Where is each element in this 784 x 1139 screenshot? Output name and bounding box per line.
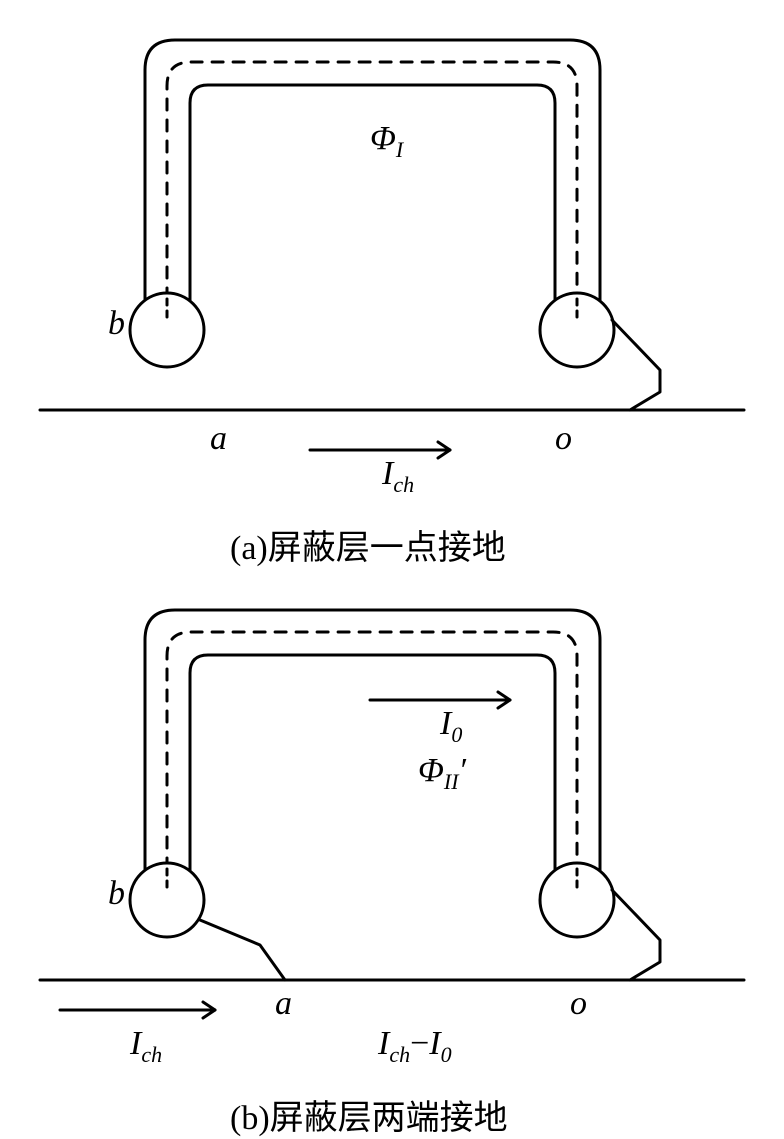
a-b-label: b bbox=[108, 305, 125, 343]
diagram-svg bbox=[0, 0, 784, 1138]
a-caption: (a)屏蔽层一点接地 bbox=[230, 520, 506, 569]
b-idiff-label: Ich−I0 bbox=[378, 1025, 452, 1068]
b-phi-label: ΦII′ bbox=[418, 752, 466, 795]
b-caption: (b)屏蔽层两端接地 bbox=[230, 1090, 508, 1139]
a-o-label: o bbox=[555, 420, 572, 458]
b-ich-label: Ich bbox=[130, 1025, 162, 1068]
b-b-label: b bbox=[108, 875, 125, 913]
b-i0-label: I0 bbox=[440, 705, 462, 748]
a-ich-label: Ich bbox=[382, 455, 414, 498]
a-phi-label: ΦI bbox=[370, 120, 403, 163]
b-a-label: a bbox=[275, 985, 292, 1023]
a-a-label: a bbox=[210, 420, 227, 458]
b-o-label: o bbox=[570, 985, 587, 1023]
